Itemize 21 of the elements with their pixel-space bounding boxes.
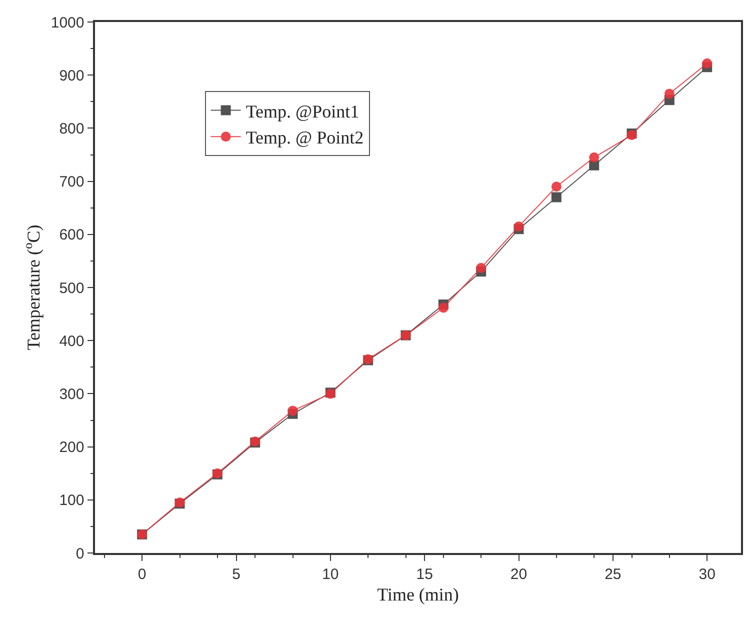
x-tick-label: 30: [698, 566, 716, 583]
y-tick-label: 1000: [50, 14, 84, 32]
x-tick-label: 25: [604, 566, 622, 583]
x-tick-label: 15: [416, 566, 433, 583]
y-tick-label: 800: [59, 120, 84, 138]
y-tick-label: 300: [59, 386, 84, 403]
y-tick-label: 600: [59, 226, 84, 244]
x-tick-label: 10: [322, 566, 339, 583]
y-tick-label: 900: [59, 67, 84, 84]
x-tick-label: 20: [510, 566, 528, 583]
y-tick-label: 700: [59, 174, 84, 191]
y-tick-label: 100: [59, 492, 84, 510]
y-tick-label: 500: [59, 280, 84, 297]
y-tick-label: 400: [59, 332, 84, 350]
legend-label: Temp. @Point1: [246, 101, 360, 122]
x-axis-title: Time (min): [377, 584, 459, 604]
y-tick-label: 0: [76, 545, 84, 562]
x-tick-label: 5: [232, 566, 240, 583]
x-tick-label: 0: [138, 566, 146, 583]
y-tick-label: 200: [59, 439, 84, 456]
legend-label: Temp. @ Point2: [246, 128, 364, 148]
